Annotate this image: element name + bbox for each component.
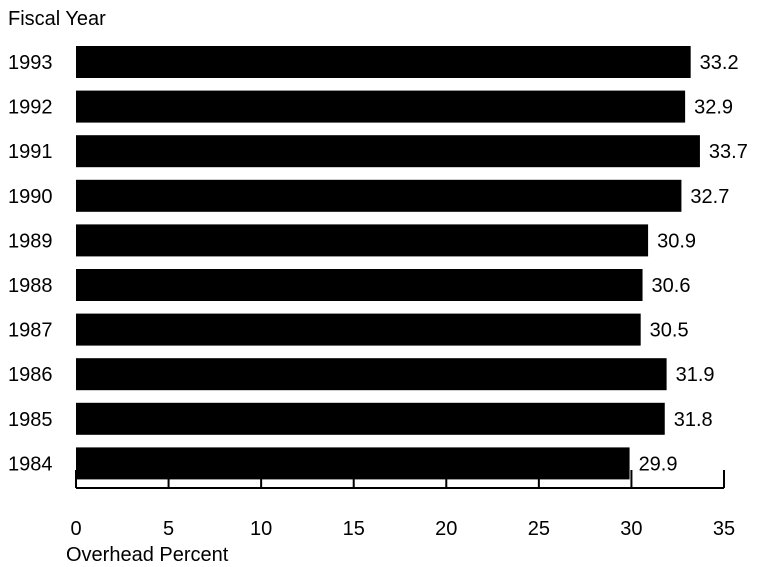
x-tick-label: 25 (528, 518, 550, 540)
category-label: 1989 (8, 230, 53, 252)
bar (76, 90, 686, 123)
bar (76, 179, 682, 212)
value-label: 29.9 (639, 453, 678, 475)
bar (76, 269, 643, 301)
value-label: 30.6 (652, 275, 691, 297)
bar (76, 135, 700, 168)
value-label: 30.5 (650, 320, 689, 342)
x-axis-title: Overhead Percent (66, 544, 229, 566)
category-label: 1991 (8, 141, 53, 163)
bar (76, 402, 665, 435)
bar (76, 224, 649, 257)
category-label: 1993 (8, 52, 53, 74)
category-label: 1985 (8, 409, 53, 431)
category-label: 1986 (8, 364, 53, 386)
category-label: 1984 (8, 453, 53, 475)
value-label: 32.9 (694, 97, 733, 119)
x-tick-label: 35 (713, 518, 735, 540)
y-axis-title: Fiscal Year (8, 8, 106, 30)
value-label: 33.2 (700, 52, 739, 74)
bar (76, 46, 691, 78)
x-tick-label: 20 (435, 518, 457, 540)
category-label: 1990 (8, 186, 53, 208)
value-label: 33.7 (709, 141, 748, 163)
bar (76, 313, 641, 346)
category-label: 1992 (8, 97, 53, 119)
x-tick-label: 10 (250, 518, 272, 540)
value-label: 30.9 (657, 230, 696, 252)
x-tick-label: 15 (343, 518, 365, 540)
category-label: 1988 (8, 275, 53, 297)
value-label: 31.8 (674, 409, 713, 431)
x-tick-label: 5 (163, 518, 174, 540)
category-label: 1987 (8, 320, 53, 342)
x-tick-label: 0 (70, 518, 81, 540)
value-label: 32.7 (690, 186, 729, 208)
value-label: 31.9 (676, 364, 715, 386)
bar (76, 358, 667, 391)
x-tick-label: 30 (620, 518, 642, 540)
